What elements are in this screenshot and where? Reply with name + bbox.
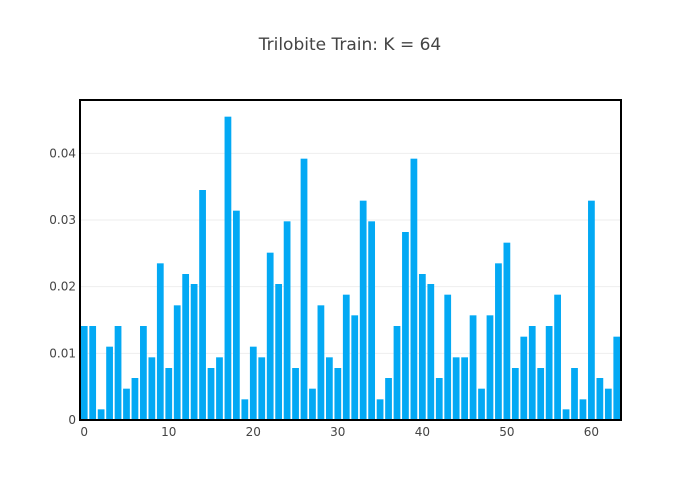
bar: [385, 378, 392, 420]
bar: [106, 346, 113, 420]
bar: [300, 158, 308, 421]
bar: [165, 368, 173, 420]
bar: [503, 242, 511, 420]
bar: [233, 210, 240, 420]
bar: [249, 346, 257, 420]
y-axis-ticks: 0 0.01 0.02 0.03 0.04: [49, 146, 76, 427]
bar: [562, 409, 570, 420]
bar: [216, 357, 223, 420]
x-axis-ticks: 0 10 20 30 40 50 60: [80, 425, 599, 439]
y-tick-label: 0.02: [49, 280, 76, 294]
chart-title: Trilobite Train: K = 64: [258, 35, 442, 55]
bar: [80, 326, 88, 420]
bar: [596, 378, 604, 420]
x-tick-label: 10: [161, 425, 176, 439]
bar: [469, 315, 477, 420]
bar: [511, 368, 519, 420]
bar: [402, 232, 409, 420]
x-tick-label: 50: [499, 425, 514, 439]
bar: [199, 190, 206, 420]
bar: [275, 284, 283, 420]
bar: [588, 200, 595, 420]
bar: [435, 378, 443, 420]
bar: [537, 368, 545, 420]
y-tick-label: 0: [68, 413, 76, 427]
bar: [359, 200, 367, 420]
bar: [478, 388, 485, 420]
bar: [97, 409, 105, 420]
x-tick-label: 40: [415, 425, 430, 439]
bar: [283, 221, 291, 420]
bar: [342, 294, 350, 420]
bar: [182, 274, 190, 420]
bar: [207, 368, 215, 420]
bar: [140, 326, 147, 420]
bar: [393, 326, 401, 420]
bar: [292, 368, 299, 420]
bar: [520, 336, 528, 420]
bar: [444, 294, 452, 420]
bar: [410, 158, 418, 421]
x-tick-label: 60: [584, 425, 599, 439]
x-tick-label: 30: [330, 425, 345, 439]
bar: [461, 357, 468, 420]
bar: [613, 336, 621, 420]
bar: [131, 378, 139, 420]
y-tick-label: 0.04: [49, 146, 76, 160]
bar: [545, 326, 553, 420]
bar: [418, 274, 426, 420]
bar: [123, 388, 130, 420]
bar: [89, 326, 97, 420]
bar: [495, 263, 502, 420]
bar: [241, 399, 249, 420]
bar: [114, 326, 122, 420]
bar: [224, 116, 232, 421]
bar: [173, 305, 181, 420]
bar: [325, 357, 333, 420]
bar: [486, 315, 494, 420]
bar: [266, 252, 274, 420]
bar: [258, 357, 266, 420]
bar: [528, 326, 536, 420]
bar: [351, 315, 359, 420]
x-tick-label: 20: [246, 425, 261, 439]
bar: [452, 357, 460, 420]
bar: [604, 388, 612, 420]
bar: [554, 294, 561, 420]
bars: [80, 116, 621, 421]
bar: [579, 399, 587, 420]
bar: [148, 357, 156, 420]
bar: [309, 388, 316, 420]
plot-frame: [79, 99, 622, 421]
bar: [368, 221, 376, 420]
bar: [571, 368, 578, 420]
bar: [317, 305, 325, 420]
bar: [156, 263, 164, 420]
bar: [376, 399, 384, 420]
y-tick-label: 0.01: [49, 346, 76, 360]
y-tick-label: 0.03: [49, 213, 76, 227]
bar: [334, 368, 342, 420]
x-tick-label: 0: [80, 425, 88, 439]
bar: [190, 284, 198, 420]
bar: [427, 284, 435, 420]
